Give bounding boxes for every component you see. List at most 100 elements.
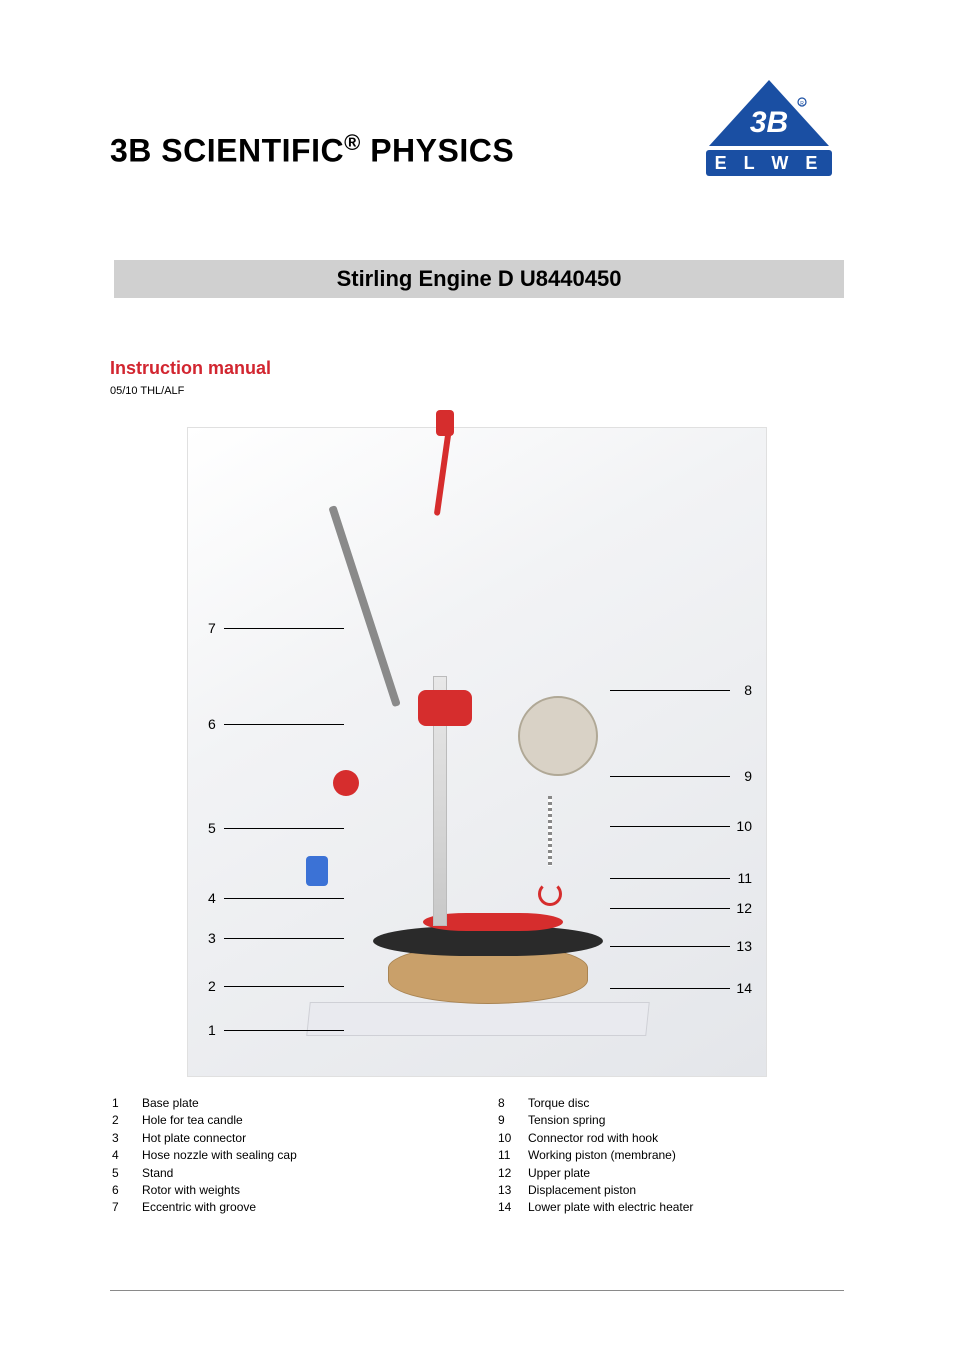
legend-item: 1 Base plate: [112, 1095, 458, 1112]
brand-suffix: PHYSICS: [361, 133, 514, 169]
device-rotor-arm: [328, 505, 401, 707]
device-rotor-weight-top: [333, 770, 359, 796]
brand-name: 3B SCIENTIFIC: [110, 133, 344, 169]
legend-item: 12 Upper plate: [498, 1165, 844, 1182]
callout-number: 2: [208, 978, 216, 994]
legend-item: 5 Stand: [112, 1165, 458, 1182]
legend-text: Hose nozzle with sealing cap: [142, 1147, 297, 1164]
legend-text: Connector rod with hook: [528, 1130, 658, 1147]
legend-text: Displacement piston: [528, 1182, 636, 1199]
callout-number: 4: [208, 890, 216, 906]
callout-leader: [610, 826, 730, 827]
legend-text: Hot plate connector: [142, 1130, 246, 1147]
device-rotor-weight-bottom: [306, 856, 328, 886]
legend-right-col: 8 Torque disc 9 Tension spring 10 Connector r…: [498, 1095, 844, 1217]
legend-text: Stand: [142, 1165, 173, 1182]
legend-text: Eccentric with groove: [142, 1199, 256, 1216]
brand-title: 3B SCIENTIFIC® PHYSICS: [110, 130, 514, 170]
device-connector-hook: [538, 882, 562, 906]
legend-item: 7 Eccentric with groove: [112, 1199, 458, 1216]
product-title: Stirling Engine D U8440450: [337, 266, 622, 292]
legend-text: Rotor with weights: [142, 1182, 240, 1199]
legend-number: 9: [498, 1112, 514, 1129]
callout-leader: [610, 908, 730, 909]
legend-item: 4 Hose nozzle with sealing cap: [112, 1147, 458, 1164]
legend-number: 1: [112, 1095, 128, 1112]
device-tension-spring: [548, 796, 552, 866]
legend-number: 4: [112, 1147, 128, 1164]
callout-leader: [610, 988, 730, 989]
legend-left-col: 1 Base plate 2 Hole for tea candle 3 Hot plat…: [112, 1095, 458, 1217]
legend-text: Tension spring: [528, 1112, 605, 1129]
brand-logo: 3B R E L W E: [694, 80, 844, 190]
callout-number: 3: [208, 930, 216, 946]
legend-item: 11 Working piston (membrane): [498, 1147, 844, 1164]
doc-reference: 05/10 THL/ALF: [110, 385, 844, 397]
callout-number: 5: [208, 820, 216, 836]
callout-leader: [224, 828, 344, 829]
legend-number: 2: [112, 1112, 128, 1129]
legend-number: 12: [498, 1165, 514, 1182]
callout-number: 14: [736, 980, 752, 996]
legend-item: 6 Rotor with weights: [112, 1182, 458, 1199]
footer-rule: [110, 1290, 844, 1291]
callout-leader: [610, 878, 730, 879]
svg-text:R: R: [800, 101, 804, 107]
manual-heading: Instruction manual: [110, 358, 844, 379]
legend-text: Base plate: [142, 1095, 199, 1112]
device-torque-disc: [518, 696, 598, 776]
legend-text: Torque disc: [528, 1095, 589, 1112]
legend-number: 5: [112, 1165, 128, 1182]
title-bar: Stirling Engine D U8440450: [110, 260, 844, 298]
callout-leader: [224, 938, 344, 939]
callout-number: 12: [736, 900, 752, 916]
callout-leader: [224, 986, 344, 987]
legend-number: 13: [498, 1182, 514, 1199]
callout-number: 8: [744, 682, 752, 698]
logo-band-text: E L W E: [715, 153, 824, 173]
device-top-knob: [436, 410, 454, 436]
legend-text: Lower plate with electric heater: [528, 1199, 693, 1216]
product-figure: 7 6 5 4 3 2 1 8 9 10 11 12 13 14: [187, 427, 767, 1077]
callout-number: 1: [208, 1022, 216, 1038]
svg-text:3B: 3B: [750, 106, 788, 139]
legend-number: 10: [498, 1130, 514, 1147]
device-base: [306, 1002, 650, 1036]
callout-number: 10: [736, 818, 752, 834]
legend-item: 8 Torque disc: [498, 1095, 844, 1112]
legend-item: 2 Hole for tea candle: [112, 1112, 458, 1129]
legend-item: 9 Tension spring: [498, 1112, 844, 1129]
callout-number: 6: [208, 716, 216, 732]
legend-number: 7: [112, 1199, 128, 1216]
page: 3B SCIENTIFIC® PHYSICS 3B R E L W E Stir…: [0, 0, 954, 1277]
legend-text: Hole for tea candle: [142, 1112, 243, 1129]
legend-text: Upper plate: [528, 1165, 590, 1182]
callout-leader: [224, 898, 344, 899]
legend-number: 8: [498, 1095, 514, 1112]
registered-mark: ®: [344, 130, 361, 155]
legend-number: 11: [498, 1147, 514, 1164]
callout-number: 7: [208, 620, 216, 636]
legend-item: 10 Connector rod with hook: [498, 1130, 844, 1147]
callout-leader: [224, 1030, 344, 1031]
legend-text: Working piston (membrane): [528, 1147, 676, 1164]
parts-legend: 1 Base plate 2 Hole for tea candle 3 Hot plat…: [110, 1095, 844, 1217]
callout-leader: [610, 946, 730, 947]
figure-wrap: 7 6 5 4 3 2 1 8 9 10 11 12 13 14: [110, 427, 844, 1077]
callout-number: 11: [737, 870, 752, 886]
callout-leader: [610, 776, 730, 777]
header: 3B SCIENTIFIC® PHYSICS 3B R E L W E: [110, 80, 844, 190]
legend-item: 13 Displacement piston: [498, 1182, 844, 1199]
callout-leader: [610, 690, 730, 691]
legend-item: 14 Lower plate with electric heater: [498, 1199, 844, 1216]
callout-number: 9: [744, 768, 752, 784]
callout-leader: [224, 628, 344, 629]
legend-number: 14: [498, 1199, 514, 1216]
legend-item: 3 Hot plate connector: [112, 1130, 458, 1147]
device-eccentric: [418, 690, 472, 726]
legend-number: 3: [112, 1130, 128, 1147]
device-top-rod: [434, 426, 452, 516]
callout-leader: [224, 724, 344, 725]
callout-number: 13: [736, 938, 752, 954]
legend-number: 6: [112, 1182, 128, 1199]
